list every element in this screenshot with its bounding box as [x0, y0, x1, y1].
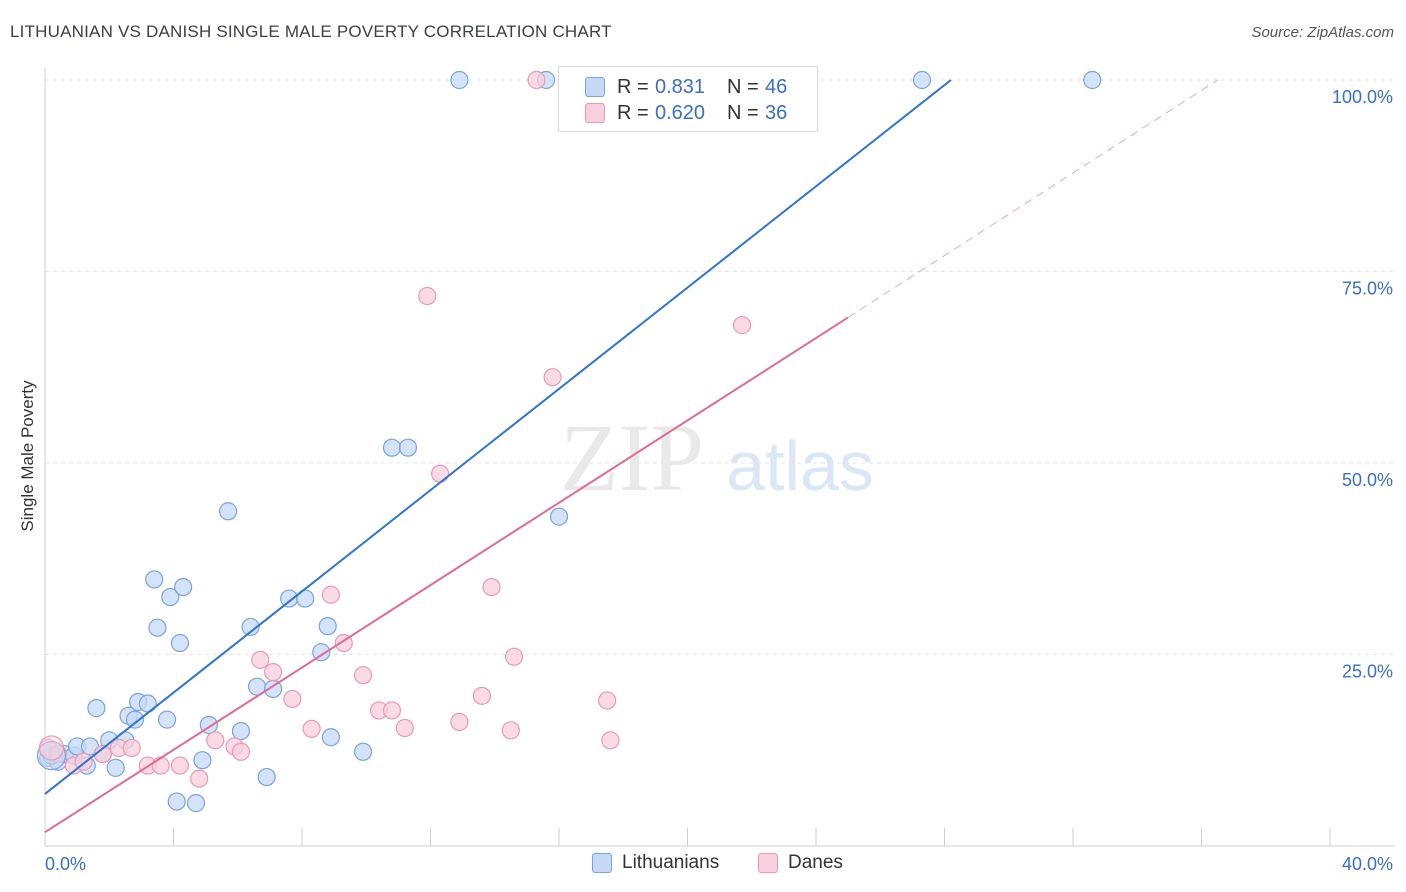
dane-point — [601, 731, 620, 750]
dane-point — [504, 647, 524, 666]
trendline-danes-extension — [847, 79, 1218, 318]
lithuanian-point — [157, 710, 177, 729]
legend-n-label: N = — [727, 75, 759, 98]
dane-point — [321, 585, 341, 604]
bottom-legend-label-danes: Danes — [788, 852, 843, 873]
dane-point — [38, 735, 65, 761]
dane-point — [543, 368, 562, 387]
dane-point — [418, 286, 437, 306]
lithuanian-point — [125, 710, 145, 729]
legend-swatch-lithuanians — [585, 77, 605, 97]
lithuanian-point — [161, 587, 180, 607]
legend-row-danes: R = 0.620 N = 36 — [585, 101, 787, 125]
legend-n-value: 46 — [765, 75, 788, 98]
lithuanian-point — [231, 721, 251, 741]
dane-point — [283, 689, 302, 709]
dane-point — [122, 738, 141, 758]
dane-point — [170, 756, 190, 775]
dane-point — [733, 316, 752, 335]
watermark-atlas: atlas — [726, 427, 874, 505]
lithuanian-point — [450, 70, 469, 90]
y-axis-label: Single Male Poverty — [18, 380, 37, 532]
lithuanian-point — [257, 767, 276, 787]
lithuanian-point — [87, 699, 106, 718]
dane-point — [482, 577, 501, 597]
x-tick-label: 40.0% — [1342, 854, 1393, 874]
bottom-legend-danes: Danes — [758, 852, 843, 874]
dane-point — [472, 686, 491, 705]
trendline-danes — [44, 316, 849, 834]
lithuanian-point — [382, 438, 402, 457]
tick-label-layer: 25.0% 50.0% 75.0% 100.0% 0.0% 40.0% — [45, 87, 1393, 874]
lithuanian-point — [219, 502, 238, 521]
lithuanian-point — [167, 792, 186, 811]
lithuanian-point — [353, 742, 373, 761]
bottom-legend-swatch-lithuanians — [592, 853, 612, 873]
axis-layer — [44, 68, 1395, 847]
legend-r-value: 0.831 — [655, 75, 706, 98]
y-tick-label: 75.0% — [1342, 279, 1393, 299]
legend-row-lithuanians: R = 0.831 N = 46 — [585, 75, 787, 99]
source-label: Source: ZipAtlas.com — [1251, 24, 1394, 41]
x-tick-label: 0.0% — [45, 854, 86, 874]
dane-point — [302, 719, 321, 738]
dane-point — [206, 731, 225, 750]
dane-point — [151, 756, 170, 775]
y-tick-label: 25.0% — [1342, 662, 1393, 682]
dane-point — [527, 70, 546, 90]
dane-point — [501, 721, 520, 740]
legend-r-label: R = — [617, 101, 649, 124]
watermark: ZIP atlas — [560, 404, 874, 511]
legend-n-label: N = — [727, 101, 759, 124]
lithuanian-point — [106, 758, 125, 777]
lithuanian-point — [280, 589, 299, 608]
legend-n-value: 36 — [765, 101, 788, 124]
lithuanian-point — [170, 633, 190, 653]
lithuanian-point — [321, 728, 341, 747]
dane-point — [450, 712, 469, 732]
lithuanian-point — [193, 751, 212, 770]
lithuanian-point — [145, 570, 164, 589]
dane-point — [431, 464, 450, 483]
legend-swatch-danes — [585, 103, 605, 123]
dane-point — [251, 650, 270, 669]
dane-point — [263, 663, 283, 682]
points-layer — [36, 70, 1102, 813]
lithuanian-point — [312, 643, 331, 662]
lithuanian-point — [241, 617, 260, 637]
trendline-lithuanians — [44, 79, 952, 795]
lithuanian-point — [174, 577, 193, 597]
dane-point — [382, 701, 402, 720]
lithuanian-point — [148, 618, 167, 637]
dane-point — [231, 742, 251, 761]
lithuanian-point — [1083, 70, 1102, 90]
lithuanian-point — [186, 794, 206, 813]
legend-r-label: R = — [617, 75, 649, 98]
bottom-legend-lithuanians: Lithuanians — [592, 852, 719, 874]
dane-point — [598, 691, 617, 710]
watermark-zip: ZIP — [560, 404, 704, 511]
trend-layer — [44, 79, 1218, 834]
chart-title: LITHUANIAN VS DANISH SINGLE MALE POVERTY… — [10, 22, 612, 41]
y-tick-label: 50.0% — [1342, 470, 1393, 490]
y-tick-label: 100.0% — [1332, 87, 1393, 107]
legend-r-value: 0.620 — [655, 101, 706, 124]
dane-point — [190, 769, 209, 788]
correlation-legend: R = 0.831 N = 46 R = 0.620 N = 36 — [558, 66, 818, 132]
bottom-legend-label-lithuanians: Lithuanians — [622, 852, 720, 873]
bottom-legend-swatch-danes — [758, 853, 778, 873]
lithuanian-point — [398, 438, 418, 457]
lithuanian-point — [549, 507, 569, 526]
lithuanian-point — [912, 70, 932, 90]
dane-point — [395, 718, 414, 738]
grid-layer — [45, 79, 1395, 655]
dane-point — [353, 666, 373, 685]
lithuanian-point — [318, 617, 337, 636]
